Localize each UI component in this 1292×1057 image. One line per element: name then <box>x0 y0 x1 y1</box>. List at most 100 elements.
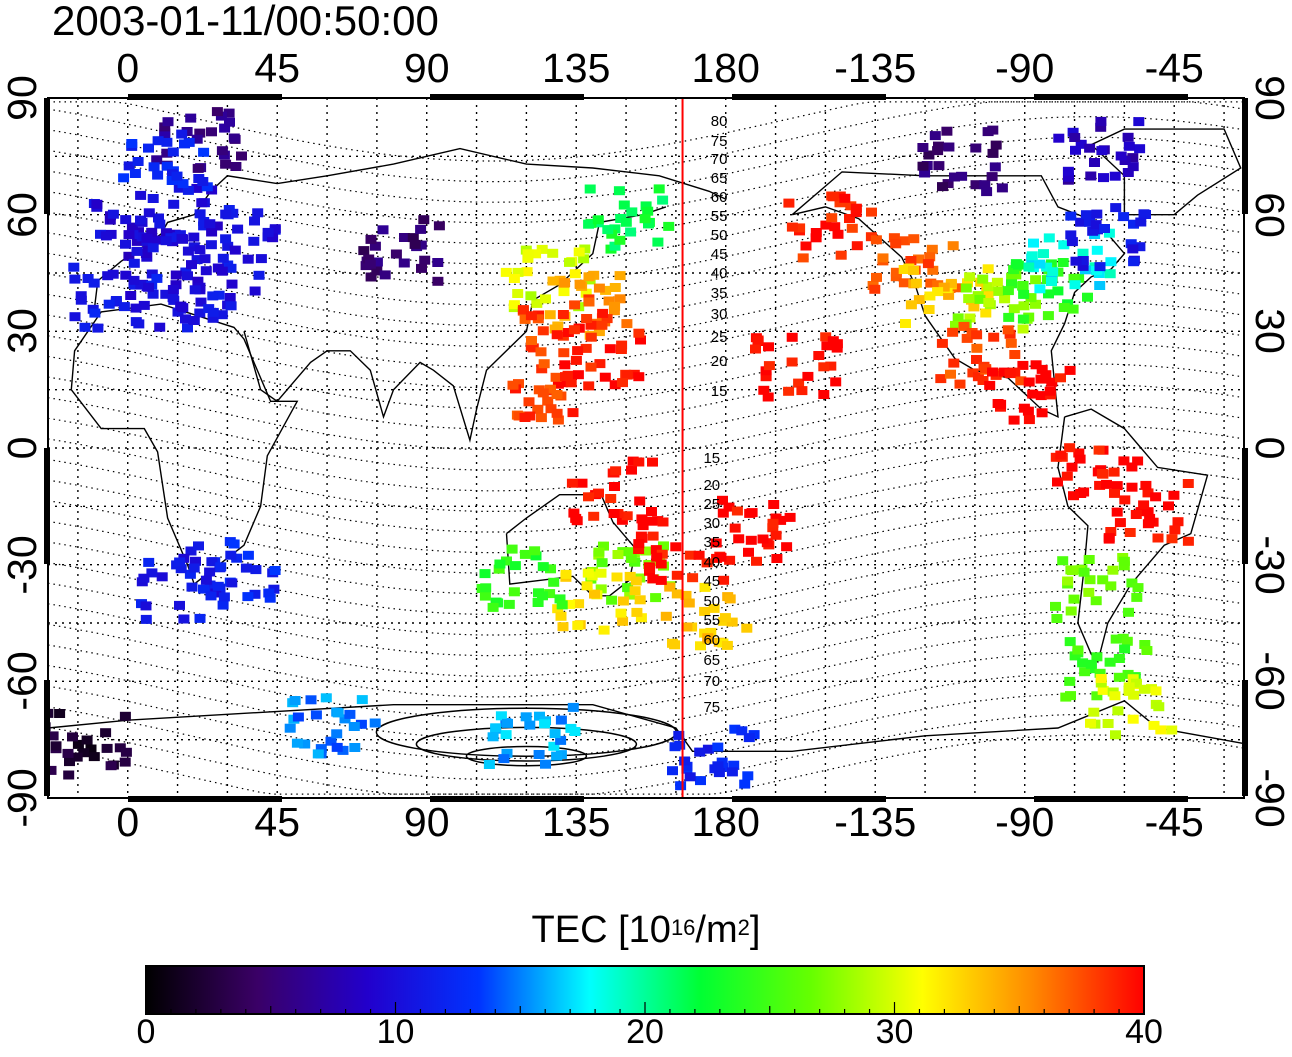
tec-cell <box>1078 487 1090 497</box>
tec-cell <box>167 285 179 294</box>
tec-cell <box>580 343 592 353</box>
tec-cell <box>729 724 741 734</box>
tec-cell <box>432 276 444 286</box>
tec-cell <box>556 600 568 610</box>
tec-cell <box>520 712 532 722</box>
magnetic-contour <box>48 590 1244 677</box>
tec-cell <box>409 239 421 249</box>
latitude-tick-label: -90 <box>0 768 45 828</box>
tec-cell <box>768 500 780 509</box>
tec-cell <box>480 583 492 593</box>
tec-cell <box>262 227 274 237</box>
tec-cell <box>152 170 164 180</box>
tec-cell <box>721 640 733 650</box>
magnetic-contour <box>48 101 1244 183</box>
tec-cell <box>625 553 637 563</box>
tec-cell <box>1091 652 1103 662</box>
tec-cell <box>679 756 691 766</box>
tec-cell <box>194 209 206 219</box>
tec-cell <box>119 757 131 767</box>
tec-cell <box>159 128 171 138</box>
plot-area: 8075706560555045403530252015152025303540… <box>48 98 1244 798</box>
tec-cell <box>708 603 720 613</box>
tec-cell <box>107 209 119 219</box>
tec-cell <box>583 272 595 282</box>
tec-cell <box>950 320 961 330</box>
tec-cell <box>1018 301 1030 311</box>
longitude-tick-label: 45 <box>254 45 301 91</box>
tec-cell <box>249 286 261 296</box>
tec-cell <box>699 582 711 592</box>
tec-cell <box>699 606 711 616</box>
tec-cell <box>559 360 571 370</box>
tec-cell <box>937 182 948 192</box>
tec-cell <box>1138 684 1150 694</box>
tec-cell <box>508 587 520 597</box>
tec-cell <box>617 378 628 388</box>
magnetic-contour <box>48 384 1244 471</box>
tec-cell <box>1093 445 1105 455</box>
tec-cell <box>110 296 122 305</box>
tec-cell <box>1063 172 1074 182</box>
tec-cell <box>182 323 193 333</box>
contour-label-north: 30 <box>711 306 728 323</box>
tec-cell <box>583 381 595 391</box>
tec-cell <box>717 495 728 505</box>
tec-cell <box>513 411 525 421</box>
tec-cell <box>908 265 919 275</box>
tec-cell <box>377 225 389 235</box>
tec-cell <box>945 278 957 288</box>
tec-cell <box>529 546 541 556</box>
edge-bar-right <box>1242 98 1248 214</box>
tec-cell <box>123 251 135 261</box>
tec-cell <box>81 735 93 745</box>
tec-cell <box>1060 692 1072 702</box>
tec-cell <box>657 195 669 205</box>
tec-cell <box>566 478 578 488</box>
tec-cell <box>736 726 748 736</box>
tec-cell <box>143 143 154 153</box>
colorbar-tick-marks <box>145 1002 1145 1014</box>
tec-cell <box>555 611 567 621</box>
tec-cell <box>618 200 630 210</box>
tec-cell <box>933 141 944 151</box>
tec-cell <box>719 613 731 623</box>
tec-cell <box>1077 256 1089 265</box>
tec-cell <box>502 718 513 728</box>
tec-cell <box>506 544 518 554</box>
tec-cell <box>48 708 54 718</box>
tec-cell <box>523 397 535 407</box>
tec-cell <box>1168 490 1180 500</box>
tec-cell <box>545 404 557 414</box>
tec-cell <box>128 275 140 285</box>
contour-label-south: 55 <box>703 612 720 629</box>
tec-cell <box>1112 706 1124 716</box>
tec-cell <box>126 139 138 148</box>
magnetic-contour <box>48 342 1244 430</box>
tec-cell <box>783 386 795 396</box>
tec-cell <box>193 541 204 551</box>
tec-cell <box>614 294 626 304</box>
coastline <box>1089 128 1242 216</box>
tec-cell <box>160 236 172 246</box>
tec-cell <box>570 513 582 523</box>
tec-cell <box>983 282 995 292</box>
tec-cell <box>530 249 542 259</box>
tec-cell <box>536 244 548 254</box>
magnetic-contour <box>48 116 1244 203</box>
tec-cell <box>226 279 238 289</box>
latitude-tick-label: 90 <box>1247 75 1292 121</box>
contour-label-south: 50 <box>703 593 720 610</box>
tec-cell <box>1113 672 1125 682</box>
tec-cell <box>289 696 301 705</box>
tec-cell <box>102 271 114 281</box>
tec-cell <box>1134 242 1146 252</box>
tec-cell <box>582 568 594 578</box>
tec-cell <box>715 552 727 562</box>
tec-cell <box>951 283 963 293</box>
tec-cell <box>1064 365 1076 375</box>
magnetic-pole-contour <box>465 745 588 767</box>
tec-cell <box>1055 450 1067 460</box>
tec-cell <box>635 335 646 345</box>
tec-cell <box>1109 171 1121 181</box>
